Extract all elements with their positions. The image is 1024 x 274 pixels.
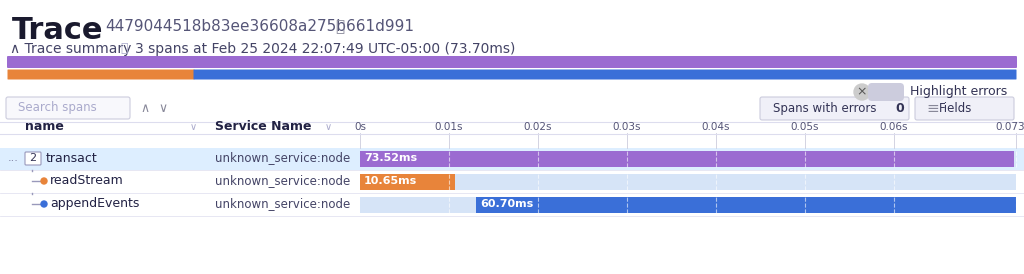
FancyBboxPatch shape — [6, 97, 130, 119]
Text: name: name — [25, 121, 63, 133]
FancyBboxPatch shape — [915, 97, 1014, 120]
Bar — [360, 174, 1016, 190]
Text: 73.52ms: 73.52ms — [364, 153, 417, 163]
Text: readStream: readStream — [50, 175, 124, 187]
Bar — [0, 194, 1024, 216]
Text: ×: × — [857, 85, 867, 98]
FancyBboxPatch shape — [25, 152, 41, 165]
Circle shape — [41, 201, 47, 207]
Bar — [0, 148, 1024, 170]
Text: 0.04s: 0.04s — [701, 122, 730, 132]
Text: 60.70ms: 60.70ms — [480, 199, 534, 209]
Text: ∨: ∨ — [190, 122, 198, 132]
Text: Trace: Trace — [12, 16, 103, 45]
Text: ...: ... — [8, 153, 18, 163]
Text: unknown_service:node: unknown_service:node — [215, 175, 350, 187]
Text: ∧ Trace summary: ∧ Trace summary — [10, 42, 131, 56]
Text: 0.01s: 0.01s — [435, 122, 463, 132]
Circle shape — [854, 84, 870, 100]
Text: 4479044518b83ee36608a275b661d991: 4479044518b83ee36608a275b661d991 — [105, 19, 414, 34]
FancyBboxPatch shape — [868, 83, 904, 101]
Text: ⓘ: ⓘ — [120, 42, 128, 55]
Text: ∨: ∨ — [158, 101, 167, 115]
Text: transact: transact — [46, 152, 97, 164]
Text: 0.03s: 0.03s — [612, 122, 641, 132]
Text: Service Name: Service Name — [215, 121, 311, 133]
Text: 0.02s: 0.02s — [523, 122, 552, 132]
FancyBboxPatch shape — [760, 97, 909, 120]
Text: Search spans: Search spans — [18, 101, 96, 115]
Text: 0: 0 — [895, 102, 904, 115]
Text: ⎘: ⎘ — [335, 19, 344, 34]
Bar — [0, 171, 1024, 193]
Text: 0.06s: 0.06s — [880, 122, 908, 132]
Text: 0.05s: 0.05s — [791, 122, 819, 132]
FancyBboxPatch shape — [7, 70, 195, 79]
Text: 0s: 0s — [354, 122, 366, 132]
Text: Highlight errors: Highlight errors — [910, 85, 1008, 98]
Bar — [360, 197, 1016, 213]
Text: Fields: Fields — [939, 102, 973, 115]
Bar — [360, 151, 1015, 167]
Text: unknown_service:node: unknown_service:node — [215, 152, 350, 164]
Text: unknown_service:node: unknown_service:node — [215, 198, 350, 210]
Text: ≡: ≡ — [926, 101, 939, 116]
Text: Spans with errors: Spans with errors — [773, 102, 877, 115]
Text: ∨: ∨ — [325, 122, 332, 132]
Text: 2: 2 — [30, 153, 37, 163]
Circle shape — [41, 178, 47, 184]
Bar — [360, 151, 1016, 167]
FancyBboxPatch shape — [194, 70, 1017, 79]
Bar — [360, 174, 455, 190]
Bar — [476, 197, 1016, 213]
Text: 3 spans at Feb 25 2024 22:07:49 UTC-05:00 (73.70ms): 3 spans at Feb 25 2024 22:07:49 UTC-05:0… — [135, 42, 515, 56]
FancyBboxPatch shape — [7, 56, 1017, 68]
Text: 10.65ms: 10.65ms — [364, 176, 417, 186]
Text: appendEvents: appendEvents — [50, 198, 139, 210]
Text: 0.0737s: 0.0737s — [995, 122, 1024, 132]
Text: ∧: ∧ — [140, 101, 150, 115]
